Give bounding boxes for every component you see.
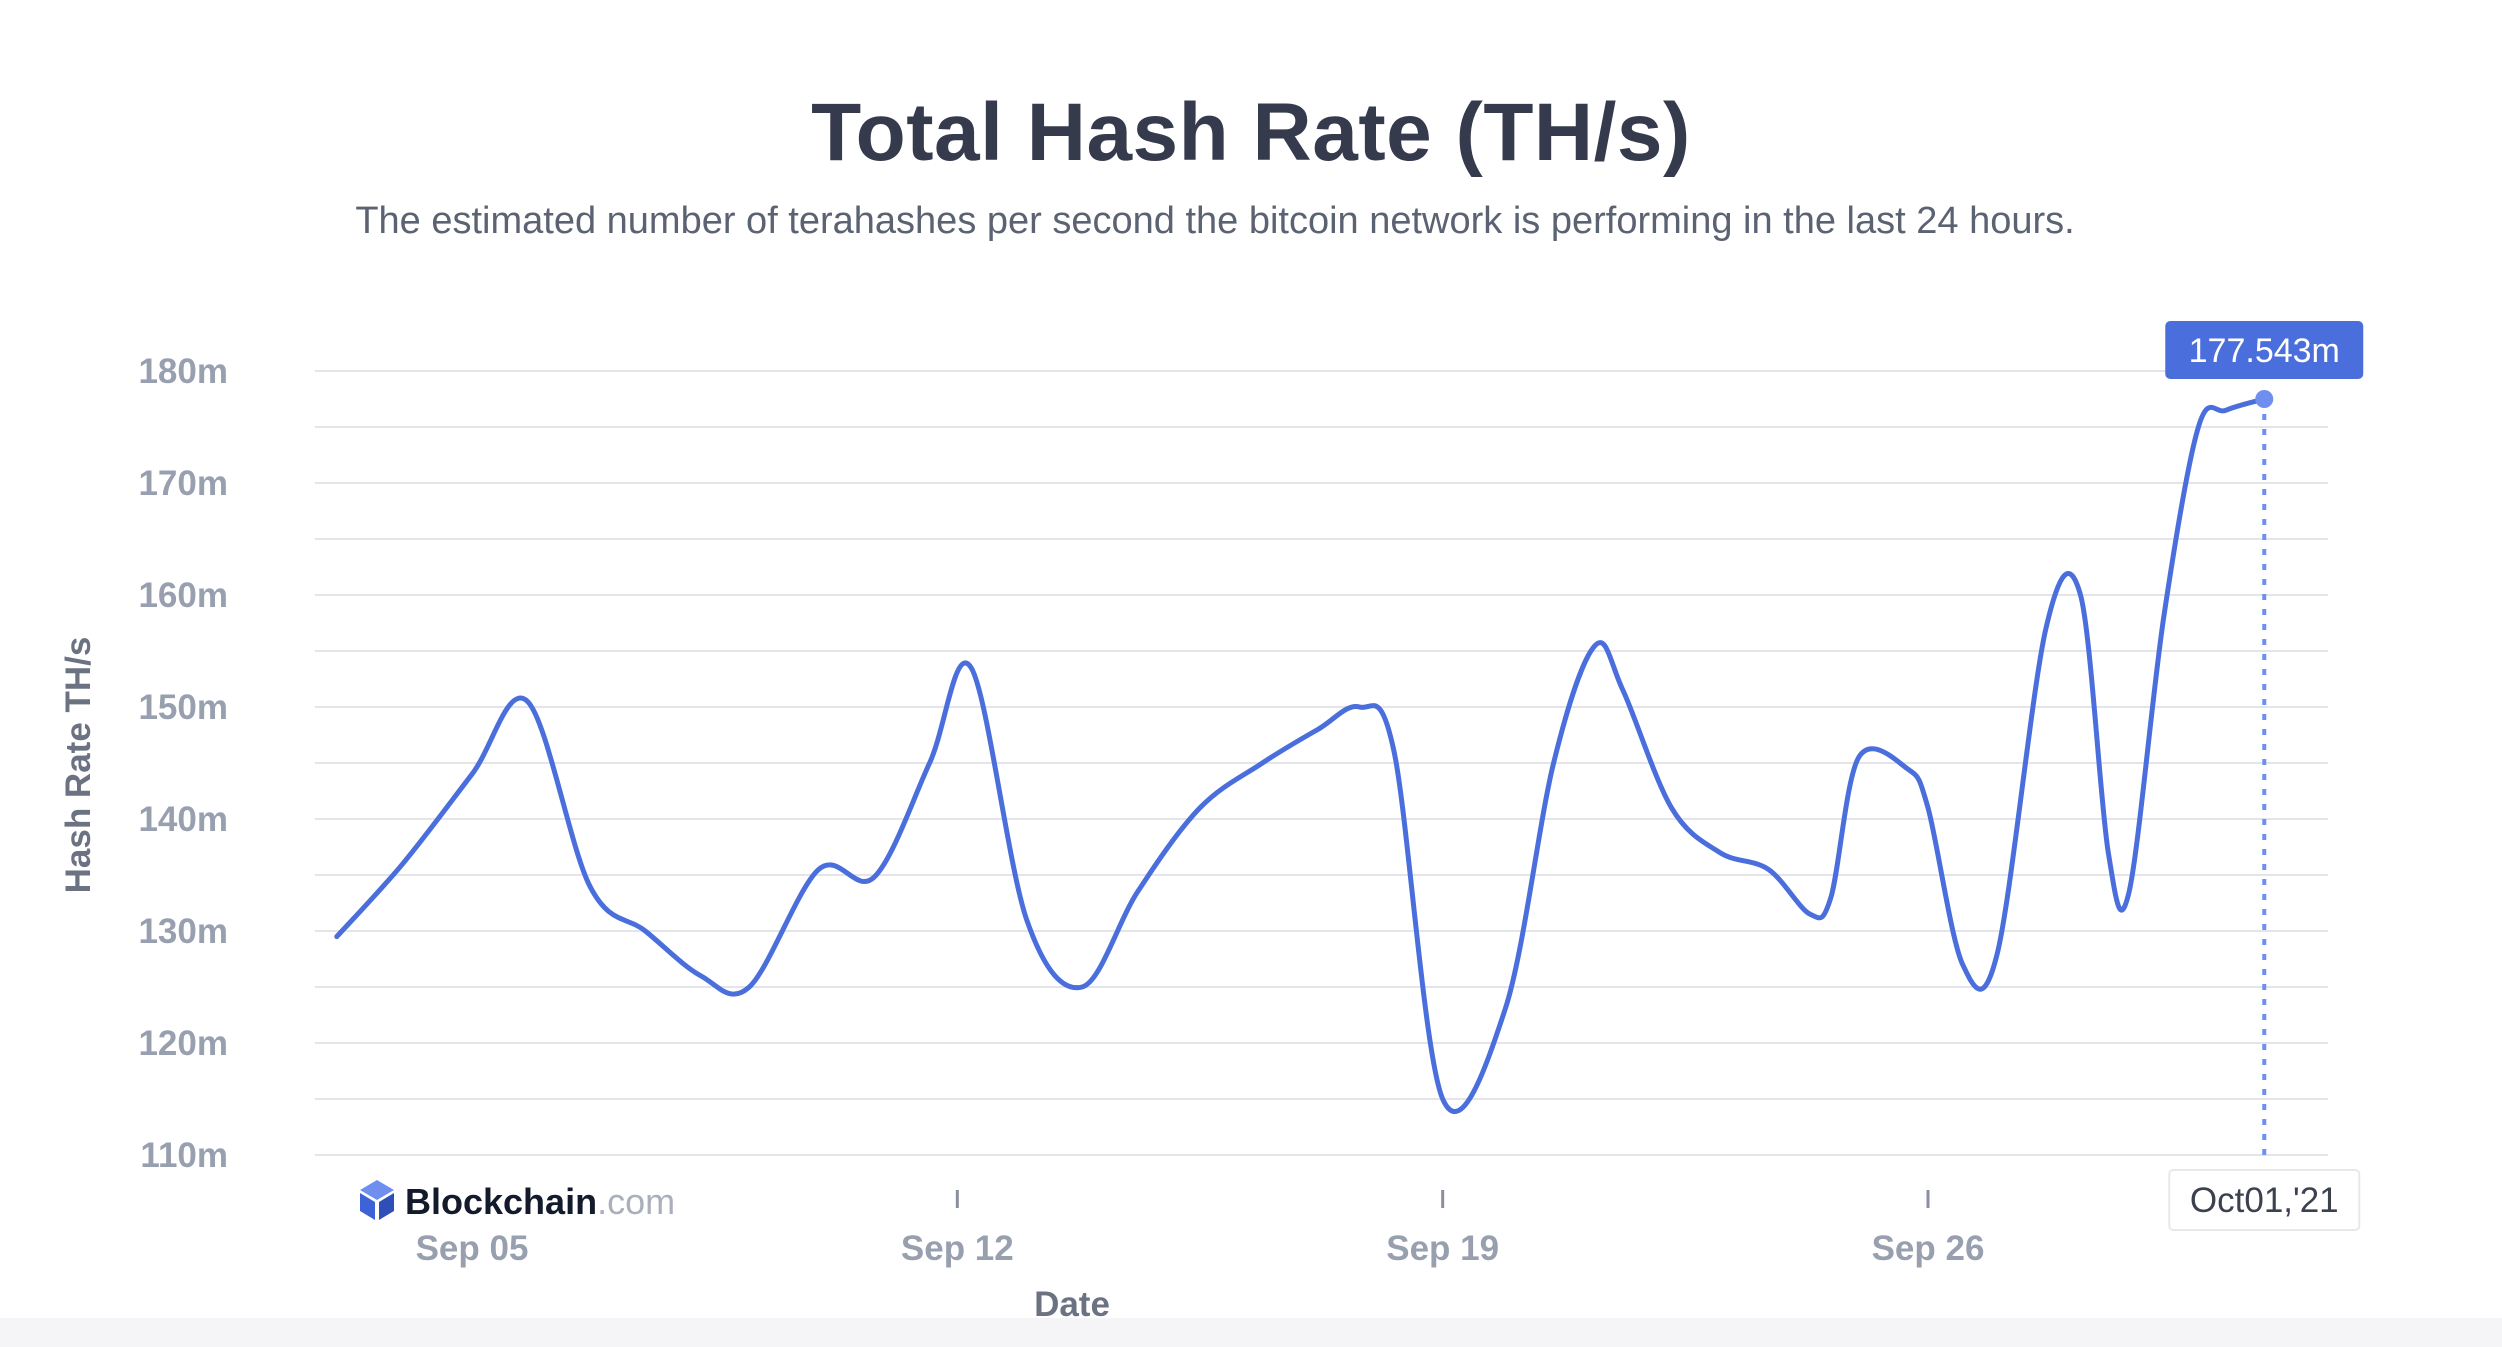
x-tick-label: Sep 12: [901, 1229, 1014, 1268]
last-date-tooltip: Oct01,'21: [2168, 1169, 2361, 1231]
y-tick-label: 150m: [138, 688, 228, 727]
brand-name: Blockchain: [405, 1181, 597, 1222]
brand-suffix: .com: [597, 1181, 675, 1222]
x-axis-title: Date: [1034, 1285, 1110, 1324]
y-tick-label: 120m: [138, 1024, 228, 1063]
last-value-label: 177.543m: [2189, 332, 2340, 370]
y-axis-ticks: 180m 170m 160m 150m 140m 130m 120m 110m: [138, 352, 228, 1175]
y-tick-label: 110m: [140, 1136, 228, 1175]
y-axis-title: Hash Rate TH/s: [59, 637, 98, 894]
blockchain-cube-icon: [360, 1180, 394, 1220]
page-footer-band: [0, 1318, 2502, 1347]
chart-subtitle: The estimated number of terahashes per s…: [355, 200, 2075, 242]
y-tick-label: 140m: [138, 800, 228, 839]
series-line: [334, 396, 2267, 1114]
y-tick-label: 130m: [138, 912, 228, 951]
x-tick-label: Sep 05: [416, 1229, 529, 1268]
x-axis-ticks: Sep 05 Sep 12 Sep 19 Sep 26: [416, 1190, 1985, 1268]
last-date-label: Oct01,'21: [2190, 1181, 2339, 1220]
chart-title: Total Hash Rate (TH/s): [811, 87, 1691, 178]
last-value-tooltip: 177.543m: [2165, 321, 2364, 379]
svg-text:Blockchain.com: Blockchain.com: [405, 1181, 675, 1222]
blockchain-logo: Blockchain.com: [360, 1180, 675, 1222]
last-point-marker: [2255, 390, 2274, 408]
x-tick-label: Sep 26: [1872, 1229, 1985, 1268]
x-tick-label: Sep 19: [1386, 1229, 1499, 1268]
grid-lines: [315, 370, 2328, 1156]
y-tick-label: 170m: [138, 464, 228, 503]
y-tick-label: 180m: [138, 352, 228, 391]
y-tick-label: 160m: [138, 576, 228, 615]
